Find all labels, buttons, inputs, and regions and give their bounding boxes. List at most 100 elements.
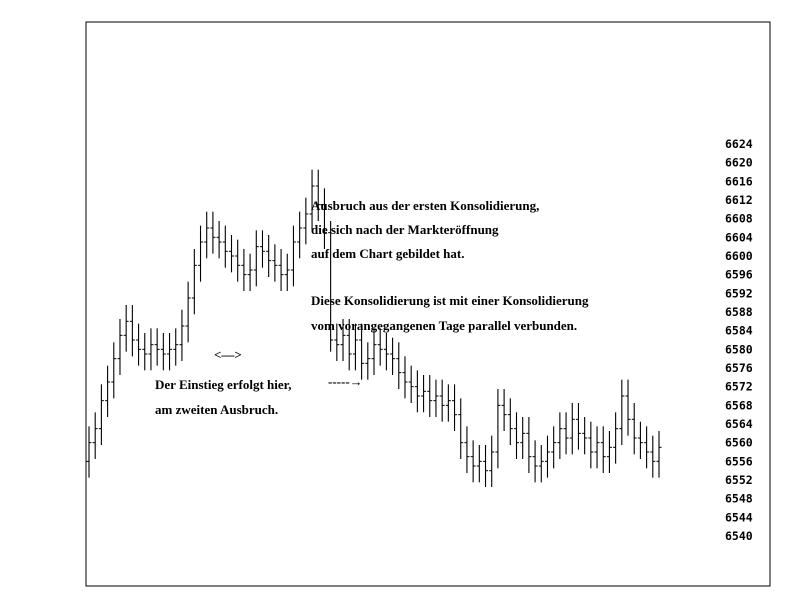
ohlc-bar [229,235,234,273]
ohlc-bar [179,309,185,361]
ohlc-bar [222,225,228,268]
y-tick-label: 6624 [725,137,753,151]
breakout-annotation-line-2: die sich nach der Markteröffnung [311,222,499,237]
ohlc-bar [501,389,507,431]
ohlc-bar [445,384,451,422]
ohlc-bar [544,435,550,478]
ohlc-bar [340,319,346,361]
ohlc-bar [334,323,340,361]
y-tick-label: 6592 [725,286,753,300]
ohlc-bar [625,379,631,436]
y-tick-label: 6580 [725,342,753,356]
y-tick-label: 6588 [725,305,753,319]
ohlc-bar [606,431,612,473]
ohlc-bar [569,403,575,455]
entry-pointer-arrow: -----→ [328,374,363,389]
consolidation-span-arrow: <—> [214,347,242,362]
ohlc-bar [383,333,389,371]
ohlc-bar [526,417,532,473]
consolidation-annotation-line-1: Diese Konsolidierung ist mit einer Konso… [311,293,589,308]
ohlc-bar [476,445,482,483]
ohlc-bars [86,169,662,487]
ohlc-bar [377,328,383,366]
ohlc-bar [656,431,662,478]
ohlc-bar [495,389,501,469]
ohlc-bar [359,323,365,380]
ohlc-bar [520,417,526,459]
y-axis-ticks: 6624 6620 6616 6612 6608 6604 6600 6596 6592 6588… [725,137,753,543]
ohlc-bar [204,211,210,259]
ohlc-bar [538,445,544,483]
y-tick-label: 6572 [725,380,753,394]
y-tick-label: 6616 [725,174,753,188]
ohlc-bar [98,384,104,445]
ohlc-bar [551,426,557,469]
y-tick-label: 6568 [725,398,753,412]
ohlc-bar [371,328,377,375]
ohlc-bar [563,412,569,455]
ohlc-bar [173,328,179,366]
y-tick-label: 6564 [725,417,753,431]
ohlc-bar [148,328,154,371]
ohlc-bar [483,445,489,487]
ohlc-bar [154,328,160,366]
y-tick-label: 6576 [725,361,753,375]
ohlc-bar [129,305,135,357]
ohlc-bar [185,281,191,343]
y-tick-label: 6544 [725,510,753,524]
ohlc-bar [247,253,253,291]
ohlc-bar [464,426,470,473]
breakout-annotation-line-3: auf dem Chart gebildet hat. [311,246,464,261]
ohlc-bar [297,211,303,259]
entry-annotation-line-1: Der Einstieg erfolgt hier, [155,377,291,392]
ohlc-bar [637,421,643,459]
entry-annotation-line-2: am zweiten Ausbruch. [155,402,278,417]
ohlc-bar [575,403,581,450]
y-tick-label: 6552 [725,473,753,487]
breakout-annotation-line-1: Ausbruch aus der ersten Konsolidierung, [311,198,539,213]
ohlc-bar [142,333,148,371]
ohlc-bar [303,197,309,245]
chart-frame [85,21,771,587]
y-tick-label: 6612 [725,193,753,207]
ohlc-bar [266,235,272,277]
y-tick-label: 6608 [725,212,753,226]
ohlc-bar [290,225,296,287]
y-tick-label: 6596 [725,268,753,282]
y-tick-label: 6556 [725,454,753,468]
ohlc-bar [328,221,334,352]
ohlc-bar [198,225,204,282]
ohlc-bar [253,230,259,287]
ohlc-bar [390,337,396,375]
ohlc-bar [117,319,123,375]
ohlc-bar [557,412,563,459]
ohlc-bar [644,426,650,469]
ohlc-bar [111,342,117,399]
ohlc-bar [588,421,594,469]
ohlc-bar [315,169,321,221]
ohlc-bar [433,379,439,417]
ohlc-bar [402,356,408,399]
ohlc-bar [650,435,656,478]
y-tick-label: 6560 [725,436,753,450]
ohlc-bar [105,365,111,417]
ohlc-bar [470,440,476,483]
ohlc-bar [235,239,241,282]
ohlc-bar [427,375,433,417]
ohlc-bar [613,412,619,464]
ohlc-bar [136,323,142,366]
ohlc-bar [160,333,166,371]
ohlc-bar [594,426,600,469]
y-tick-label: 6540 [725,529,753,543]
ohlc-bar [167,333,173,371]
ohlc-bar [396,342,402,389]
ohlc-bar [259,230,265,268]
ohlc-bar [210,211,216,254]
ohlc-bar [458,398,464,459]
ohlc-bar [321,188,327,249]
ohlc-bar [619,379,625,445]
ohlc-bar [514,412,519,459]
ohlc-bar [272,244,278,282]
ohlc-bar [365,342,371,380]
